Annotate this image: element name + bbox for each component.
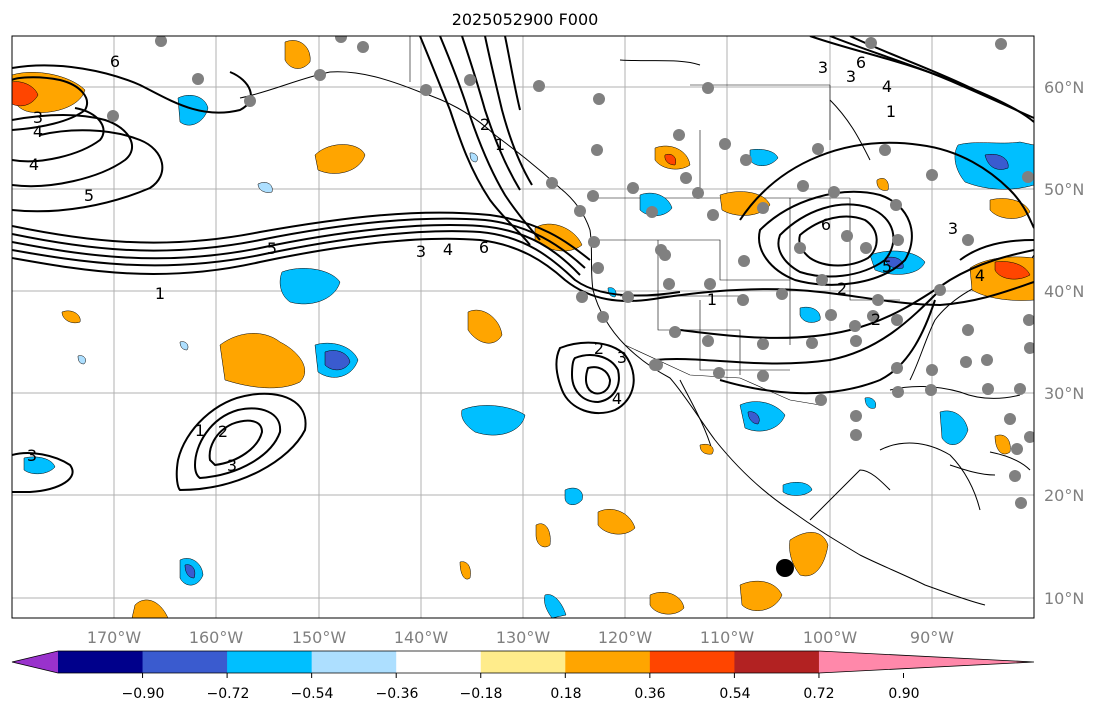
svg-text:−0.18: −0.18 [460, 686, 503, 702]
svg-text:40°N: 40°N [1044, 282, 1084, 301]
svg-text:0.90: 0.90 [888, 686, 919, 702]
svg-text:1: 1 [495, 135, 505, 154]
svg-text:6: 6 [479, 238, 489, 257]
svg-text:−0.90: −0.90 [122, 686, 165, 702]
colorbar-segment [227, 651, 313, 673]
svg-text:100°W: 100°W [803, 628, 858, 647]
svg-text:140°W: 140°W [394, 628, 449, 647]
anomaly-fills [12, 40, 1034, 618]
colorbar-outline [11, 650, 1035, 674]
svg-text:−0.72: −0.72 [207, 686, 250, 702]
borders [409, 36, 900, 406]
svg-text:6: 6 [856, 53, 866, 72]
svg-text:90°W: 90°W [910, 628, 954, 647]
svg-text:110°W: 110°W [700, 628, 755, 647]
svg-text:3: 3 [846, 67, 856, 86]
svg-text:1: 1 [195, 421, 205, 440]
svg-text:4: 4 [882, 77, 892, 96]
svg-text:0.72: 0.72 [803, 686, 834, 702]
svg-text:4: 4 [33, 122, 43, 141]
svg-text:0.54: 0.54 [719, 686, 750, 702]
svg-text:30°N: 30°N [1044, 384, 1084, 403]
svg-text:10°N: 10°N [1044, 589, 1084, 608]
svg-text:3: 3 [617, 348, 627, 367]
svg-text:1: 1 [707, 290, 717, 309]
svg-text:130°W: 130°W [496, 628, 551, 647]
svg-text:5: 5 [84, 186, 94, 205]
contour-labels: 6 3 4 4 5 5 3 4 6 1 1 2 3 3 2 3 4 1 6 3 … [27, 52, 985, 475]
svg-text:4: 4 [612, 389, 622, 408]
map-title: 2025052900 F000 [451, 10, 599, 29]
svg-text:0.18: 0.18 [550, 686, 581, 702]
colorbar-segment [649, 651, 735, 673]
svg-text:4: 4 [443, 240, 453, 259]
map-canvas: 6 3 4 4 5 5 3 4 6 1 1 2 3 3 2 3 4 1 6 3 … [12, 36, 1034, 618]
svg-text:20°N: 20°N [1044, 486, 1084, 505]
svg-text:−0.54: −0.54 [291, 686, 334, 702]
colorbar-segment [565, 651, 651, 673]
svg-text:3: 3 [227, 456, 237, 475]
colorbar [11, 650, 1035, 678]
colorbar-segment [58, 651, 144, 673]
colorbar-segment [311, 651, 397, 673]
svg-text:6: 6 [110, 52, 120, 71]
colorbar-segment [734, 651, 820, 673]
svg-text:2: 2 [871, 310, 881, 329]
svg-text:4: 4 [975, 266, 985, 285]
svg-text:3: 3 [948, 219, 958, 238]
svg-text:150°W: 150°W [292, 628, 347, 647]
svg-text:50°N: 50°N [1044, 180, 1084, 199]
svg-text:−0.36: −0.36 [376, 686, 419, 702]
storm-marker [776, 559, 794, 577]
svg-text:3: 3 [33, 108, 43, 127]
svg-text:5: 5 [267, 239, 277, 258]
svg-text:2: 2 [218, 422, 228, 441]
lat-labels: 60°N 50°N 40°N 30°N 20°N 10°N [1044, 78, 1084, 608]
svg-text:4: 4 [29, 155, 39, 174]
svg-text:170°W: 170°W [87, 628, 142, 647]
svg-text:2: 2 [837, 279, 847, 298]
svg-text:120°W: 120°W [598, 628, 653, 647]
svg-text:6: 6 [821, 215, 831, 234]
gridlines [12, 36, 1034, 618]
svg-text:2: 2 [594, 339, 604, 358]
svg-text:160°W: 160°W [189, 628, 244, 647]
svg-text:0.36: 0.36 [634, 686, 665, 702]
colorbar-segment [480, 651, 566, 673]
station-dots [107, 36, 1034, 509]
colorbar-extend-low [12, 651, 58, 673]
colorbar-ticks: −0.90 −0.72 −0.54 −0.36 −0.18 0.18 0.36 … [122, 686, 920, 702]
svg-text:1: 1 [886, 102, 896, 121]
svg-text:5: 5 [882, 257, 892, 276]
svg-text:2: 2 [480, 115, 490, 134]
svg-text:3: 3 [416, 242, 426, 261]
colorbar-segment [142, 651, 228, 673]
colorbar-extend-high [818, 651, 1034, 673]
svg-text:60°N: 60°N [1044, 78, 1084, 97]
lon-labels: 170°W 160°W 150°W 140°W 130°W 120°W 110°… [87, 628, 954, 647]
colorbar-segment [396, 651, 482, 673]
map-frame [11, 35, 1035, 619]
svg-text:3: 3 [818, 58, 828, 77]
svg-text:1: 1 [155, 284, 165, 303]
svg-text:3: 3 [27, 446, 37, 465]
